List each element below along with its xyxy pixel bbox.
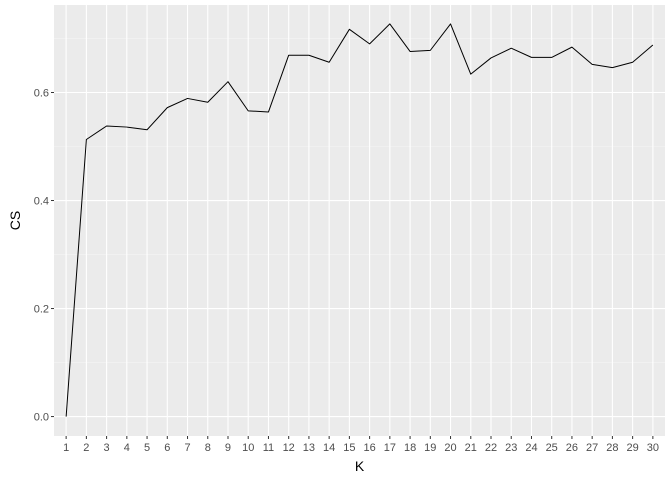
x-tick-label: 25 — [546, 442, 558, 454]
x-axis-title: K — [355, 458, 365, 474]
x-tick-label: 23 — [505, 442, 517, 454]
grid-major-y — [54, 91, 665, 418]
x-tick-label: 11 — [263, 442, 274, 454]
x-tick-label: 5 — [144, 442, 150, 454]
x-tick-label: 13 — [303, 442, 315, 454]
x-tick-label: 28 — [606, 442, 618, 454]
x-tick-label: 29 — [627, 442, 639, 454]
x-tick-label: 8 — [205, 442, 211, 454]
y-tick-label: 0.4 — [34, 196, 49, 208]
y-axis-title: CS — [7, 211, 23, 230]
x-tick-label: 15 — [343, 442, 355, 454]
grid-major-x — [65, 5, 654, 436]
x-tick-label: 27 — [586, 442, 598, 454]
x-tick-label: 9 — [225, 442, 231, 454]
x-tick-label: 26 — [566, 442, 578, 454]
x-tick-label: 14 — [323, 442, 335, 454]
x-tick-label: 10 — [242, 442, 254, 454]
x-tick-label: 30 — [647, 442, 659, 454]
panel-background — [54, 5, 665, 436]
x-tick-label: 6 — [164, 442, 170, 454]
x-tick-label: 12 — [283, 442, 295, 454]
x-tick-label: 2 — [83, 442, 89, 454]
y-tick-label: 0.0 — [34, 412, 49, 424]
x-tick-label: 22 — [485, 442, 497, 454]
x-tick-label: 7 — [184, 442, 190, 454]
x-axis-ticks: 1 2 3 4 5 6 7 8 9 10 11 12 13 14 15 16 17 18 19 20 21 22 23 24 2… — [63, 436, 659, 454]
x-tick-label: 1 — [63, 442, 69, 454]
x-tick-label: 19 — [424, 442, 436, 454]
y-axis-ticks: 0.0 0.2 0.4 0.6 — [34, 87, 54, 424]
x-tick-label: 20 — [444, 442, 456, 454]
series-line — [65, 23, 654, 417]
x-tick-label: 3 — [104, 442, 110, 454]
series-layer — [65, 23, 654, 417]
y-tick-label: 0.6 — [34, 87, 49, 99]
grid-minor-y — [54, 38, 665, 363]
x-tick-label: 18 — [404, 442, 416, 454]
x-tick-label: 21 — [465, 442, 477, 454]
x-tick-label: 16 — [363, 442, 375, 454]
y-tick-label: 0.2 — [34, 304, 49, 316]
x-tick-label: 17 — [384, 442, 396, 454]
x-tick-label: 24 — [525, 442, 537, 454]
x-tick-label: 4 — [124, 442, 130, 454]
